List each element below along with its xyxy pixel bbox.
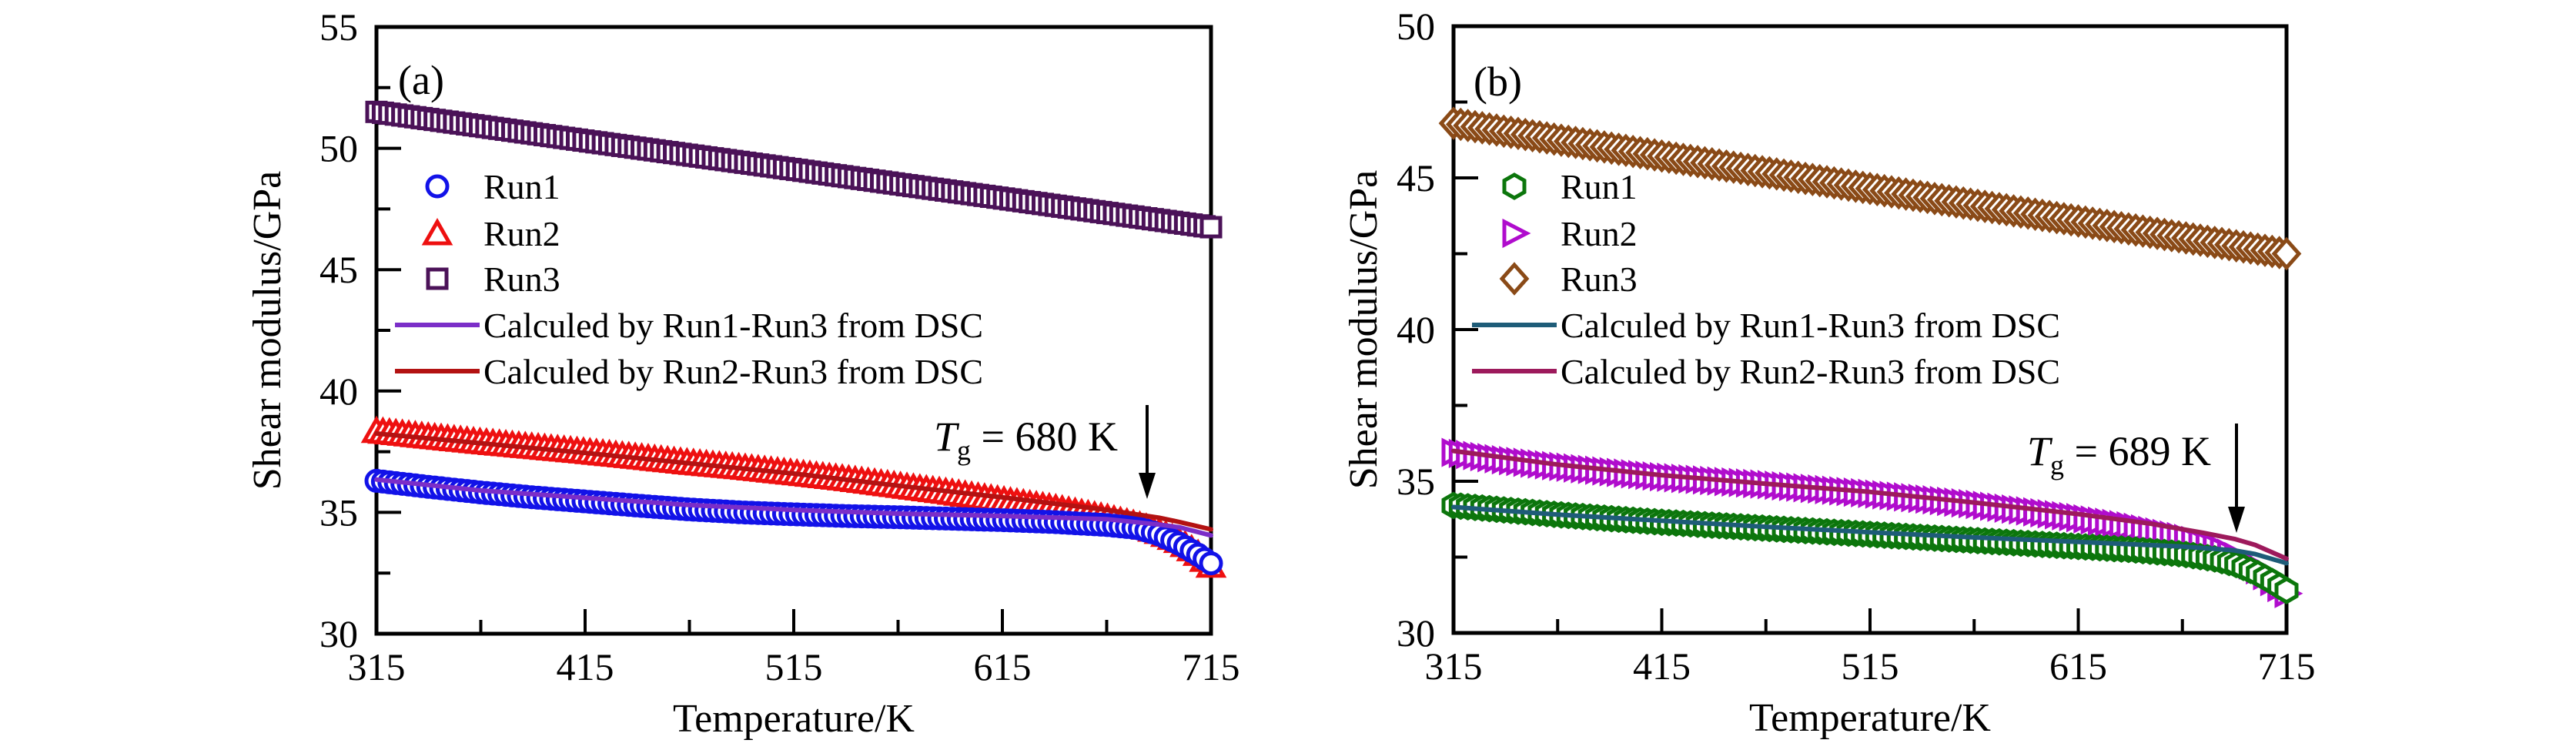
- panel-a-series-run3: [365, 100, 1223, 239]
- panel-b-legend-label: Calculed by Run1-Run3 from DSC: [1561, 306, 2060, 345]
- panel-a-tg-annotation: Tg = 680 K: [934, 414, 1118, 466]
- panel-b-legend-label: Run1: [1561, 167, 1638, 206]
- panel-b-series-calculed-by-run2-run3-from-dsc: [1451, 448, 2289, 561]
- panel-a-label: (a): [398, 57, 444, 103]
- panel-b-legend-triangle-right-swatch: [1502, 218, 1531, 249]
- panel-b-y-tick-label: 50: [1397, 5, 1435, 48]
- panel-b-calc-line: [1451, 504, 2289, 566]
- panel-b-x-tick-label: 415: [1633, 645, 1691, 688]
- panel-b-series-run3: [1438, 106, 2302, 271]
- panel-a-y-tick-label: 45: [319, 248, 358, 291]
- panel-b-y-tick-label: 35: [1397, 460, 1435, 503]
- panel-a-calc-line: [374, 431, 1213, 532]
- panel-a-legend-square-swatch: [426, 267, 449, 290]
- panel-a-y-tick-label: 40: [319, 370, 358, 413]
- panel-b-legend-hexagon-swatch: [1502, 172, 1527, 200]
- panel-b-x-tick-label: 515: [1842, 645, 1899, 688]
- panel-a-y-tick-label: 50: [319, 127, 358, 170]
- panel-a-y-tick-label: 35: [319, 491, 358, 534]
- panel-b-y-axis-label: Shear modulus/GPa: [1342, 170, 1386, 490]
- panel-a-y-tick-label: 30: [319, 612, 358, 655]
- panel-b-x-tick-label: 615: [2049, 645, 2107, 688]
- panel-b-hexagon-marker: [2274, 576, 2299, 604]
- panel-b: 315 415 515 615 715 30 35 40 45 50 Temperature/K Sh…: [1342, 5, 2316, 740]
- panel-b-tg-arrow-head: [2228, 507, 2245, 533]
- panel-a-x-tick-label: 415: [557, 645, 614, 688]
- panel-b-y-tick-label: 45: [1397, 156, 1435, 199]
- panel-a-x-tick-label: 315: [348, 645, 406, 688]
- panel-b-legend-label: Run2: [1561, 214, 1638, 253]
- panel-a-legend-label: Run2: [483, 214, 560, 253]
- panel-b-y-tick-label: 30: [1397, 611, 1435, 655]
- panel-b-y-tick-label: 40: [1397, 308, 1435, 351]
- panel-a-square-marker: [1199, 216, 1223, 239]
- panel-b-label: (b): [1474, 59, 1522, 105]
- panel-b-x-axis-label: Temperature/K: [1749, 696, 1991, 740]
- panel-b-series-calculed-by-run1-run3-from-dsc: [1451, 504, 2289, 566]
- panel-a-legend-label: Calculed by Run2-Run3 from DSC: [483, 352, 983, 391]
- panel-a-y-axis-label: Shear modulus/GPa: [246, 171, 289, 491]
- panel-a-legend-label: Run1: [483, 167, 560, 206]
- panel-a-legend: Run1 Run2 Run3 Calculed by Run1-Run3 from D…: [395, 167, 983, 391]
- panel-b-calc-line: [1451, 448, 2289, 561]
- panel-a-x-tick-label: 615: [974, 645, 1032, 688]
- panel-a-y-tick-label: 55: [319, 5, 358, 49]
- panel-a-x-axis-label: Temperature/K: [673, 697, 915, 741]
- panel-a: 315 415 515 615 715 30 35 40 45 50 55 Temperature/K…: [246, 5, 1240, 741]
- panel-a-x-tick-label: 715: [1183, 645, 1240, 688]
- panel-a-calc-line: [374, 477, 1213, 538]
- panel-a-circle-marker: [1199, 551, 1223, 576]
- panel-b-diamond-marker: [2271, 236, 2302, 271]
- panel-a-legend-label: Run3: [483, 259, 560, 299]
- panel-b-tg-annotation: Tg = 689 K: [2027, 428, 2211, 480]
- panel-b-x-tick-label: 315: [1425, 645, 1483, 688]
- panel-a-series-run1: [364, 468, 1223, 576]
- panel-b-legend-label: Calculed by Run2-Run3 from DSC: [1561, 352, 2060, 391]
- panel-a-legend-triangle-up-swatch: [421, 217, 453, 246]
- panel-b-legend-diamond-swatch: [1499, 262, 1530, 296]
- panel-b-x-tick-label: 715: [2258, 645, 2316, 688]
- panel-b-legend-label: Run3: [1561, 259, 1638, 299]
- panel-a-series-calculed-by-run2-run3-from-dsc: [374, 431, 1213, 532]
- panel-a-legend-label: Calculed by Run1-Run3 from DSC: [483, 306, 983, 345]
- panel-a-legend-circle-swatch: [425, 174, 450, 199]
- panel-a-series-calculed-by-run1-run3-from-dsc: [374, 477, 1213, 538]
- panel-a-tg-arrow-head: [1139, 473, 1156, 499]
- panel-a-x-tick-label: 515: [765, 645, 823, 688]
- panel-b-legend: Run1 Run2 Run3 Calculed by Run1-Run3 from D…: [1472, 167, 2060, 391]
